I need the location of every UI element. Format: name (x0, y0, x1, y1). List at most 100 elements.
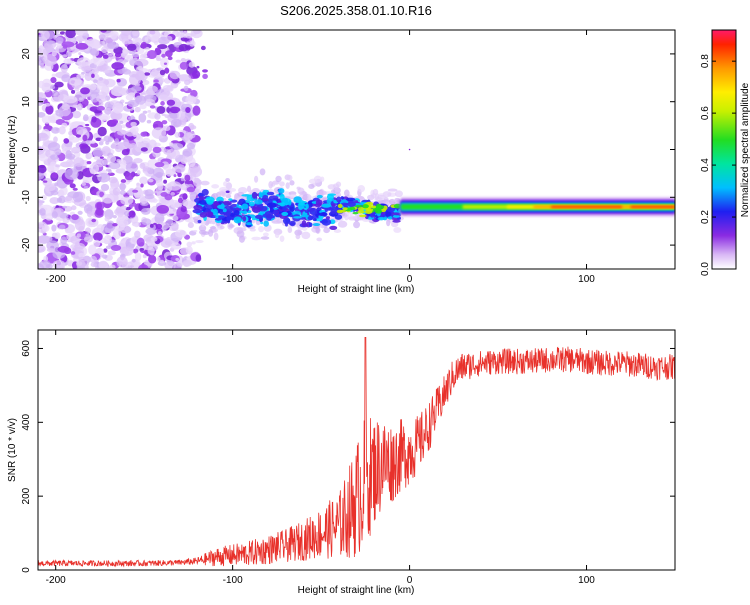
noise-blob (134, 230, 141, 239)
noise-blob (180, 58, 186, 63)
band-blob (198, 195, 204, 201)
band-halo-blob (337, 220, 348, 228)
band-blob (385, 211, 392, 217)
noise-blob (189, 125, 197, 130)
band-blob (298, 200, 305, 206)
noise-blob (169, 106, 181, 114)
band-halo-blob (386, 219, 391, 227)
band-blob (285, 218, 291, 223)
noise-blob (124, 172, 134, 181)
noise-blob (161, 120, 168, 125)
noise-blob (78, 256, 88, 262)
noise-blob (112, 223, 118, 227)
noise-blob (62, 205, 68, 209)
band-blob (201, 188, 209, 196)
noise-blob (182, 259, 192, 267)
noise-blob (121, 124, 126, 129)
noise-blob (185, 95, 197, 105)
snr-marks (38, 336, 675, 568)
band-halo-blob (251, 219, 256, 224)
noise-blob (149, 223, 154, 228)
noise-blob (103, 107, 112, 115)
snr-xtick-label: -100 (223, 575, 243, 586)
noise-blob (165, 50, 173, 57)
noise-blob (60, 236, 68, 245)
noise-blob (181, 113, 185, 117)
band-halo-blob (211, 184, 220, 189)
band-blob (229, 213, 235, 217)
noise-blob (133, 248, 139, 254)
snr-xtick-label: -200 (46, 575, 66, 586)
noise-blob (111, 62, 124, 70)
band-halo-blob (372, 188, 379, 196)
noise-blob (114, 138, 120, 144)
noise-blob (78, 52, 82, 55)
band-halo-blob (209, 226, 216, 230)
noise-blob (170, 118, 182, 128)
noise-blob (70, 235, 80, 245)
noise-blob (117, 129, 127, 136)
noise-blob (97, 172, 111, 183)
snr-xlabel: Height of straight line (km) (298, 585, 415, 596)
band-blob (293, 216, 302, 219)
noise-blob (159, 91, 174, 102)
noise-blob (46, 247, 55, 252)
colorbar-tick-label: 0.0 (700, 262, 711, 276)
noise-blob (38, 124, 42, 131)
noise-blob (182, 148, 193, 157)
noise-blob (126, 261, 133, 269)
noise-blob (80, 87, 90, 95)
noise-blob (154, 113, 161, 120)
band-blob (242, 215, 247, 222)
noise-blob (103, 248, 108, 253)
noise-blob (136, 170, 141, 175)
band-blob (336, 196, 342, 203)
noise-blob (142, 137, 151, 144)
noise-blob (58, 224, 66, 230)
noise-blob (166, 99, 176, 106)
noise-blob (170, 242, 182, 250)
noise-blob (135, 58, 149, 67)
noise-blob (134, 218, 139, 222)
noise-blob (55, 151, 60, 156)
noise-blob (89, 255, 98, 263)
noise-blob (46, 236, 53, 242)
band-halo-blob (295, 233, 301, 240)
noise-blob (66, 50, 72, 57)
noise-blob (89, 140, 96, 144)
spectrogram-xtick-label: 100 (578, 274, 595, 285)
band-halo-blob (388, 198, 396, 206)
noise-blob (50, 127, 61, 134)
band-blob-bright (371, 205, 377, 209)
noise-blob (148, 178, 154, 183)
band-halo-blob (276, 218, 283, 224)
noise-blob (193, 229, 198, 233)
spectrogram-ytick-label: 10 (21, 96, 32, 108)
band-blob (269, 207, 274, 213)
noise-blob (132, 38, 140, 43)
noise-blob (186, 41, 190, 46)
noise-blob (46, 40, 54, 45)
noise-blob (150, 236, 158, 242)
noise-blob (92, 166, 97, 170)
noise-blob (63, 138, 70, 144)
noise-blob (110, 52, 114, 56)
noise-blob (142, 110, 148, 114)
noise-blob (45, 105, 54, 115)
band-blob (193, 204, 203, 210)
band-halo-blob (357, 185, 365, 193)
noise-blob (152, 146, 162, 154)
noise-blob (111, 141, 124, 150)
noise-blob (131, 258, 136, 263)
band-blob (370, 212, 374, 218)
band-halo-blob (391, 221, 399, 228)
band-blob-bright (365, 208, 374, 212)
noise-blob (146, 30, 161, 41)
band-halo-blob (260, 236, 270, 240)
noise-blob (87, 211, 93, 218)
band-blob (251, 217, 257, 221)
snr-ylabel: SNR (10 * v/v) (7, 418, 18, 482)
noise-blob (42, 180, 48, 183)
noise-blob (99, 191, 105, 198)
